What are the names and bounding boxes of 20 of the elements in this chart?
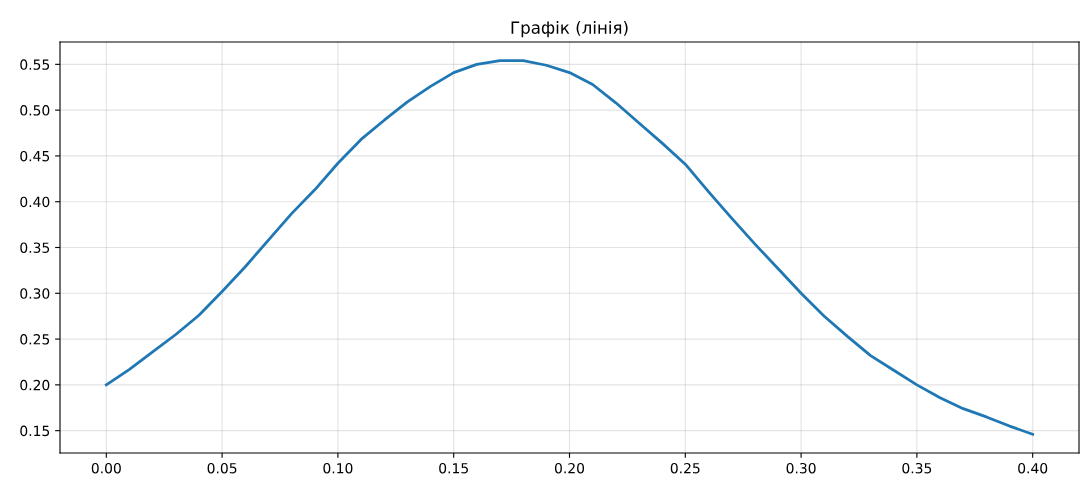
y-tick-label: 0.40 [20, 196, 50, 208]
x-tick-label: 0.25 [670, 462, 700, 474]
x-tick-label: 0.05 [207, 462, 237, 474]
x-tick-label: 0.40 [1018, 462, 1048, 474]
x-tick-label: 0.15 [439, 462, 468, 474]
y-tick-label: 0.50 [20, 105, 50, 116]
y-tick-label: 0.25 [20, 334, 50, 345]
line-series [104, 59, 1035, 436]
x-tick-label: 0.20 [554, 462, 585, 474]
y-tick-label: 0.45 [20, 150, 50, 162]
y-tick-label: 0.35 [20, 242, 50, 253]
y-tick-label: 0.20 [20, 379, 50, 391]
x-tick-label: 0.10 [323, 462, 353, 474]
y-tick-label: 0.55 [20, 59, 50, 70]
x-tick-label: 0.35 [902, 462, 932, 474]
y-tick-label: 0.30 [20, 288, 50, 299]
y-tick-label: 0.15 [20, 425, 50, 437]
x-tick-label: 0.00 [91, 462, 121, 474]
x-tick-label: 0.30 [786, 462, 816, 474]
chart-title: Графік (лінія) [511, 21, 628, 38]
